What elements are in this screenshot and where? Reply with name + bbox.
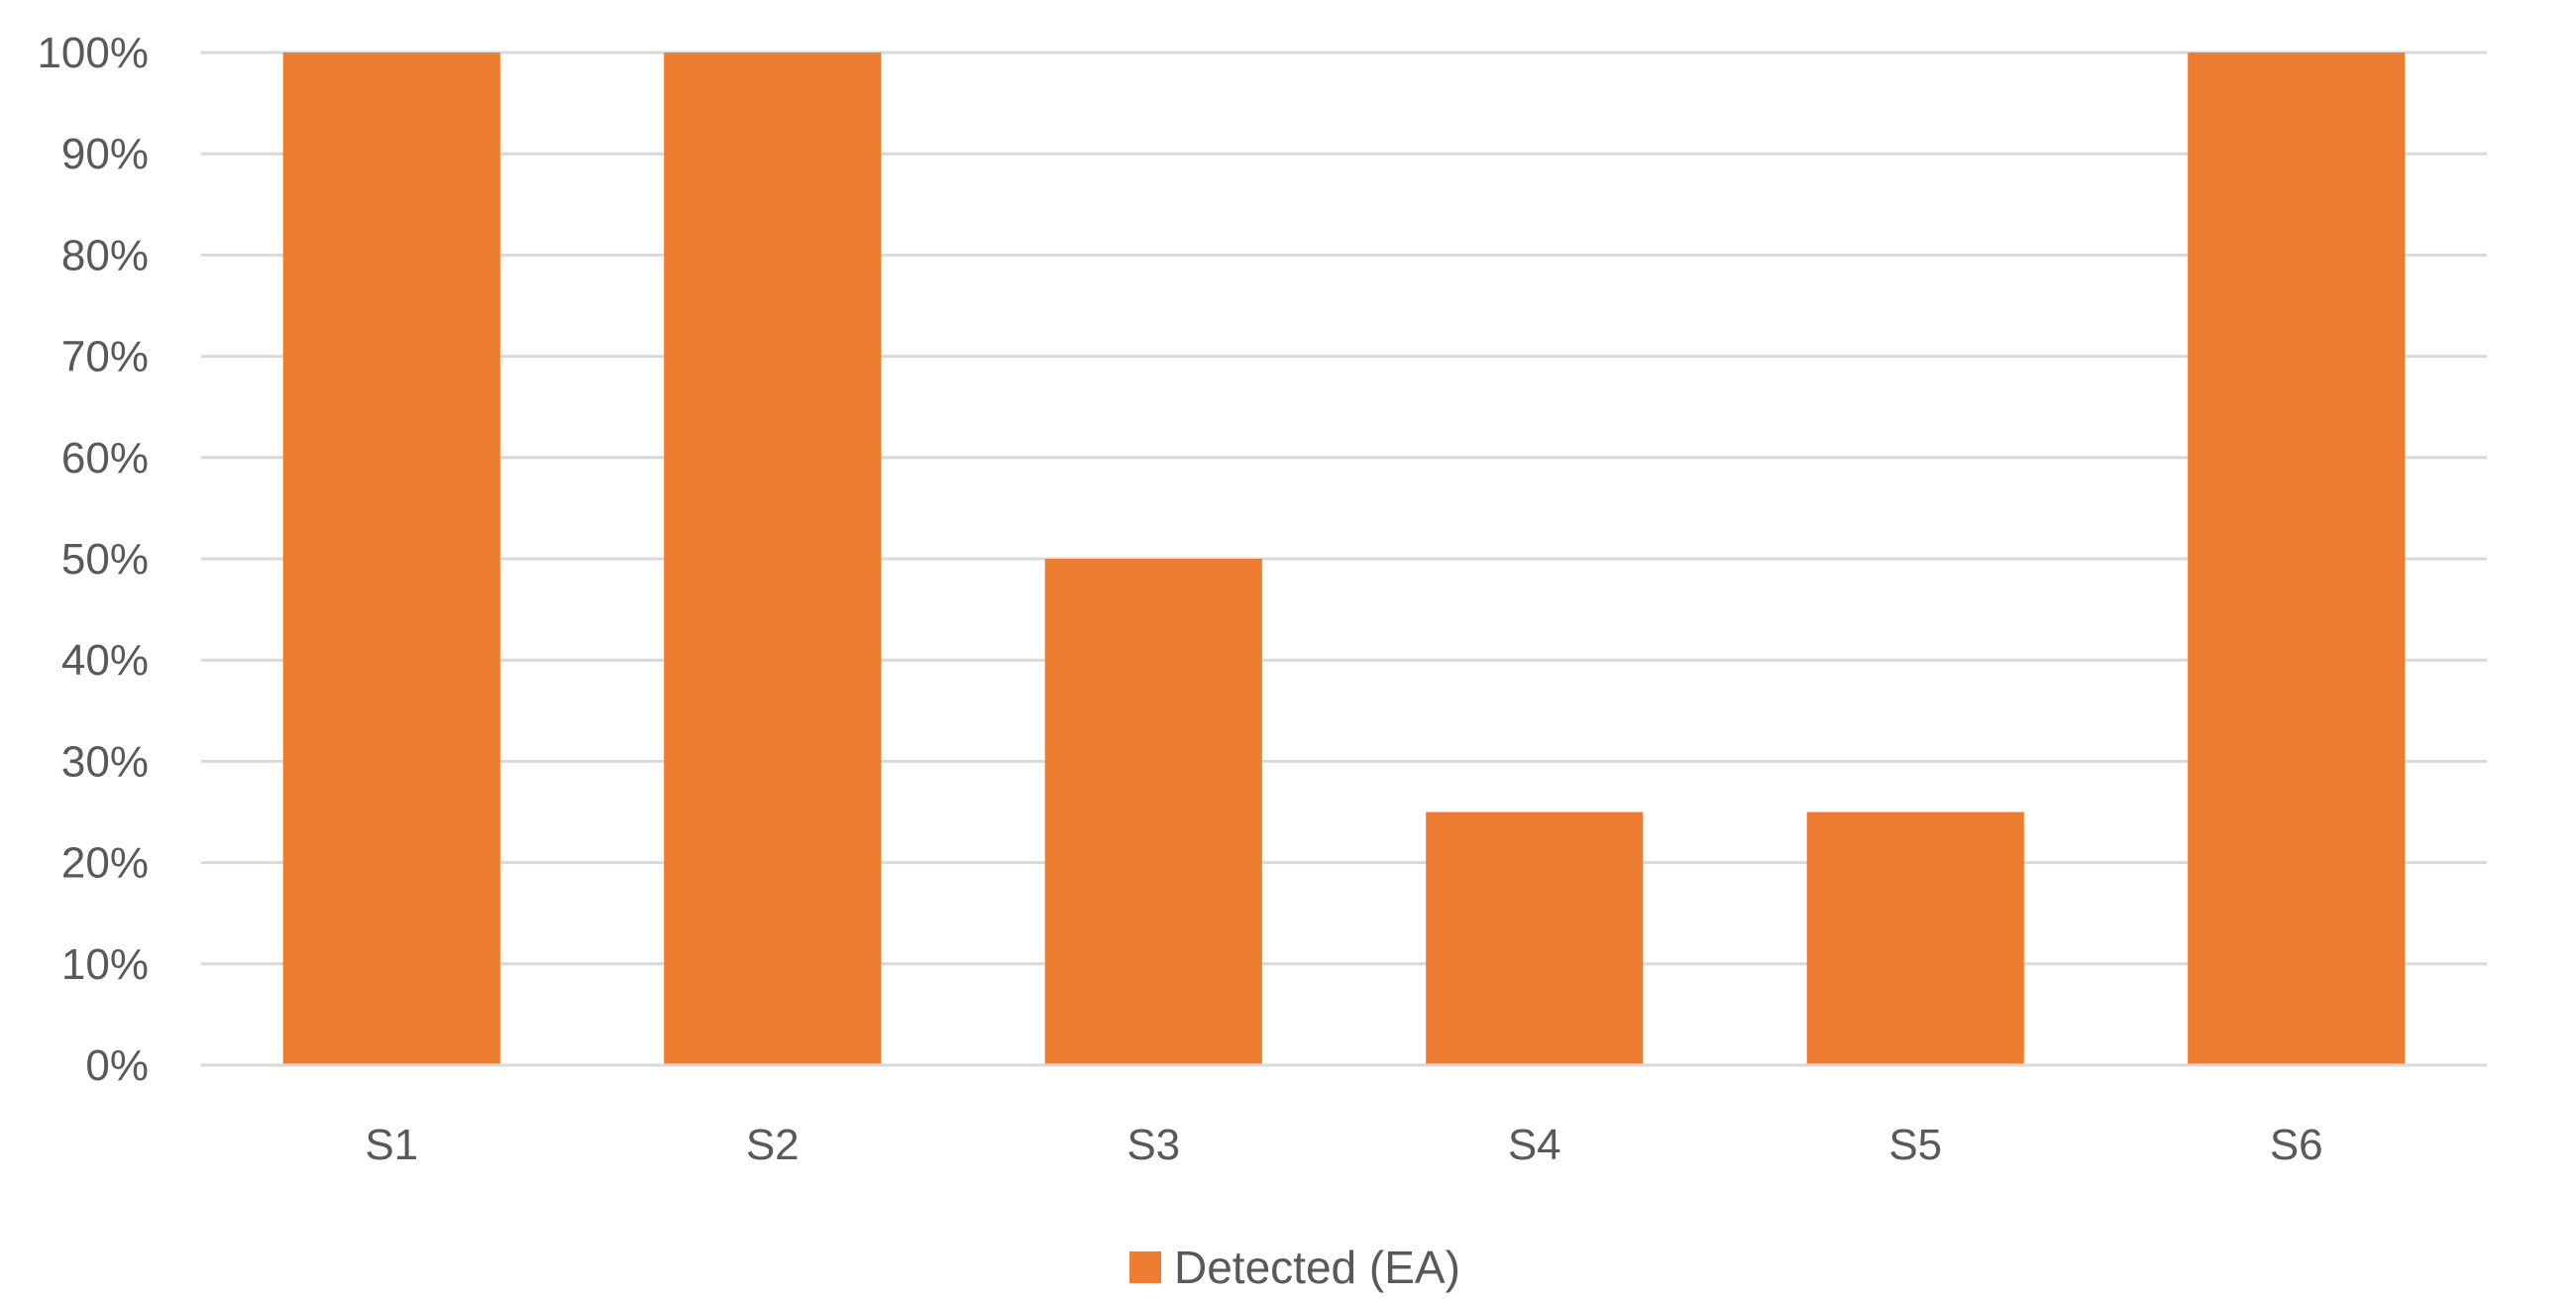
- x-tick-label: S1: [365, 1121, 418, 1169]
- bar-s6: [2188, 53, 2406, 1065]
- legend-swatch: [1129, 1251, 1161, 1283]
- x-axis-tick-labels: S1 S2 S3 S4 S5 S6: [365, 1121, 2322, 1169]
- legend-label: Detected (EA): [1174, 1242, 1460, 1293]
- bars: [282, 53, 2406, 1065]
- y-axis-tick-labels: 0% 10% 20% 30% 40% 50% 60% 70% 80% 90% 100%: [37, 29, 149, 1090]
- legend: Detected (EA): [1129, 1242, 1460, 1293]
- y-tick-label: 50%: [61, 535, 149, 584]
- gridlines: [201, 51, 2487, 966]
- y-tick-label: 70%: [61, 333, 149, 381]
- x-tick-label: S6: [2270, 1121, 2323, 1169]
- bar-s1: [282, 53, 500, 1065]
- bar-s5: [1806, 812, 2024, 1065]
- y-tick-label: 10%: [61, 940, 149, 989]
- y-tick-label: 30%: [61, 737, 149, 786]
- x-tick-label: S4: [1508, 1121, 1561, 1169]
- y-tick-label: 60%: [61, 434, 149, 483]
- y-tick-label: 40%: [61, 636, 149, 685]
- x-tick-label: S3: [1127, 1121, 1180, 1169]
- y-tick-label: 90%: [61, 130, 149, 178]
- bar-s4: [1426, 812, 1644, 1065]
- y-tick-label: 20%: [61, 839, 149, 888]
- y-tick-label: 80%: [61, 231, 149, 279]
- x-tick-label: S5: [1888, 1121, 1942, 1169]
- bar-s2: [664, 53, 882, 1065]
- x-tick-label: S2: [746, 1121, 800, 1169]
- y-tick-label: 0%: [85, 1041, 149, 1090]
- y-tick-label: 100%: [37, 29, 149, 77]
- bar-s3: [1044, 559, 1262, 1065]
